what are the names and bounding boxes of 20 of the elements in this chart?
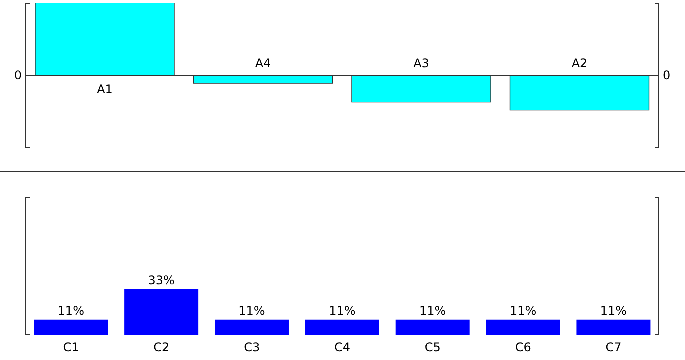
x-tick-label: A1 [97, 82, 113, 96]
x-tick-label: A3 [414, 56, 430, 70]
data-label: 11% [329, 304, 356, 318]
data-label: 33% [148, 273, 175, 288]
data-label: 11% [238, 304, 266, 318]
data-label: 11% [420, 304, 446, 318]
annotation: 0 [663, 68, 671, 82]
x-tick-label: A4 [255, 56, 272, 70]
x-tick-label: C4 [334, 340, 351, 355]
x-tick-label: C7 [606, 340, 622, 355]
x-tick-label: C2 [154, 340, 170, 355]
annotation: 0 [14, 68, 22, 82]
data-label: 11% [58, 304, 84, 318]
x-tick-label: C1 [63, 340, 80, 355]
x-tick-label: A2 [572, 56, 588, 70]
x-tick-label: C3 [244, 340, 260, 355]
x-tick-label: C6 [515, 340, 532, 355]
data-label: 11% [510, 304, 537, 318]
x-tick-label: C5 [424, 340, 441, 355]
data-label: 11% [600, 304, 628, 318]
